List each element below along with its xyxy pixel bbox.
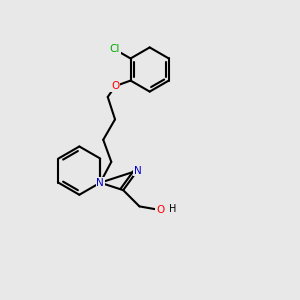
Text: N: N: [96, 178, 104, 188]
Text: O: O: [156, 205, 164, 215]
Text: Cl: Cl: [110, 44, 120, 54]
Text: H: H: [169, 205, 176, 214]
Text: O: O: [111, 81, 119, 91]
Text: N: N: [134, 166, 141, 176]
